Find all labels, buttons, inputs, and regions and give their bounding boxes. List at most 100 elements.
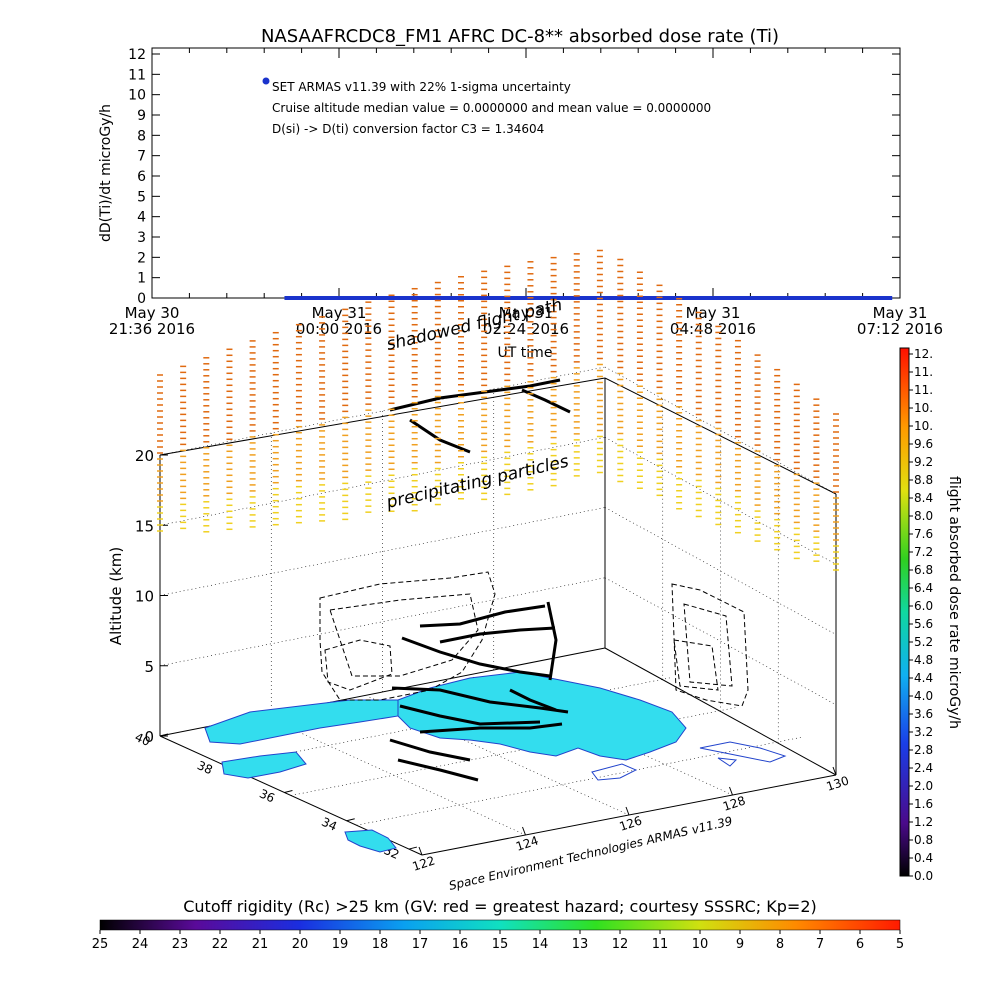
precipitating-particles-label: precipitating particles xyxy=(384,451,571,513)
dose-tick-label: 11. xyxy=(914,383,933,397)
dose-tick-label: 0.0 xyxy=(914,869,933,883)
rigidity-tick-label: 24 xyxy=(132,937,149,952)
y-tick-label: 11 xyxy=(128,67,146,83)
x-tick-label-date: May 31 xyxy=(686,304,741,322)
dose-tick-label: 1.6 xyxy=(914,797,933,811)
lon-tick xyxy=(418,846,423,856)
rigidity-tick-label: 14 xyxy=(532,937,549,952)
z-tick-label: 0 xyxy=(144,728,154,746)
y-tick-label: 12 xyxy=(128,47,146,63)
dose-tick-label: 6.4 xyxy=(914,581,933,595)
rigidity-tick-label: 8 xyxy=(776,937,784,952)
dose-tick-label: 2.8 xyxy=(914,743,933,757)
dose-tick-label: 6.8 xyxy=(914,563,933,577)
y-tick-label: 3 xyxy=(137,230,146,246)
legend-marker xyxy=(262,77,270,85)
rigidity-tick-label: 13 xyxy=(572,937,589,952)
x-tick-label-date: May 30 xyxy=(125,304,180,322)
y-tick-label: 5 xyxy=(137,189,146,205)
z-tick-label: 5 xyxy=(144,658,154,676)
annotation-conversion-factor: D(si) -> D(ti) conversion factor C3 = 1.… xyxy=(272,122,544,136)
dose-tick-label: 1.2 xyxy=(914,815,933,829)
dose-tick-label: 12. xyxy=(914,347,933,361)
rigidity-tick-label: 7 xyxy=(816,937,824,952)
rigidity-contours xyxy=(319,571,749,707)
lat-tick xyxy=(159,733,169,737)
dose-tick-label: 0.8 xyxy=(914,833,933,847)
dose-tick-label: 5.6 xyxy=(914,617,933,631)
x-tick-label-time: 02:24 2016 xyxy=(483,320,569,338)
dose-tick-label: 2.0 xyxy=(914,779,933,793)
y-tick-label: 9 xyxy=(137,108,146,124)
rigidity-colorbar-ticks: 25 24 23 22 21 20 19 18 17 16 15 14 13 12 11 10 9 8 7 6 5 xyxy=(92,930,904,952)
rigidity-tick-label: 18 xyxy=(372,937,389,952)
lon-tick-label: 124 xyxy=(514,833,540,853)
rigidity-tick-label: 9 xyxy=(736,937,744,952)
lat-tick xyxy=(408,846,418,850)
dose-colorbar-ticks: 12. 11. 11. 10. 10. 9.6 9.2 8.8 8.4 8.0 7.6 7.2 6.8 6… xyxy=(909,347,933,883)
y-tick-label: 2 xyxy=(137,250,146,266)
top-y-axis-label: dD(Ti)/dt microGy/h xyxy=(98,104,114,242)
rigidity-tick-label: 17 xyxy=(412,937,429,952)
dose-tick-label: 4.4 xyxy=(914,671,933,685)
grid-line xyxy=(604,577,837,706)
lat-tick xyxy=(346,818,355,822)
map-land xyxy=(204,671,787,853)
rigidity-tick-label: 25 xyxy=(92,937,109,952)
dose-tick-label: 3.6 xyxy=(914,707,933,721)
dose-tick-label: 8.4 xyxy=(914,491,933,505)
dose-tick-label: 3.2 xyxy=(914,725,933,739)
dose-tick-label: 9.6 xyxy=(914,437,933,451)
rigidity-tick-label: 21 xyxy=(252,937,269,952)
rigidity-tick-label: 16 xyxy=(452,937,469,952)
credit-label: Space Environment Technologies ARMAS v11… xyxy=(448,814,734,893)
y-tick-label: 6 xyxy=(137,169,146,185)
z-tick-label: 15 xyxy=(135,517,154,535)
x-tick-label-date: May 31 xyxy=(499,304,554,322)
dose-tick-label: 7.6 xyxy=(914,527,933,541)
annotation-set-armas: SET ARMAS v11.39 with 22% 1-sigma uncert… xyxy=(272,80,571,94)
top-x-axis-label: UT time xyxy=(498,345,553,361)
dose-tick-label: 9.2 xyxy=(914,455,933,469)
dose-tick-label: 2.4 xyxy=(914,761,933,775)
rigidity-tick-label: 22 xyxy=(212,937,229,952)
x-tick-label-time: 07:12 2016 xyxy=(857,320,943,338)
rigidity-tick-label: 11 xyxy=(652,937,669,952)
x-tick-label-date: May 31 xyxy=(312,304,367,322)
longitude-axis: 122 124 126 128 130 xyxy=(411,766,851,874)
dose-tick-label: 6.0 xyxy=(914,599,933,613)
y-tick-label: 10 xyxy=(128,88,146,104)
dose-tick-label: 8.8 xyxy=(914,473,933,487)
top-chart-title: NASAAFRCDC8_FM1 AFRC DC-8** absorbed dos… xyxy=(261,26,779,47)
altitude-axis: 0 5 10 15 20 xyxy=(135,447,168,746)
lon-tick-label: 126 xyxy=(618,813,644,833)
dose-tick-label: 10. xyxy=(914,401,933,415)
y-tick-label: 7 xyxy=(137,149,146,165)
altitude-axis-label: Altitude (km) xyxy=(107,547,125,645)
x-tick-label-time: 00:00 2016 xyxy=(296,320,382,338)
lat-tick-label: 34 xyxy=(319,815,339,834)
y-tick-label: 4 xyxy=(137,210,146,226)
dose-tick-label: 11. xyxy=(914,365,933,379)
z-tick-label: 10 xyxy=(135,588,154,606)
lon-tick-label: 128 xyxy=(721,793,747,813)
dose-tick-label: 10. xyxy=(914,419,933,433)
rigidity-tick-label: 6 xyxy=(856,937,864,952)
dose-tick-label: 4.0 xyxy=(914,689,933,703)
y-tick-label: 1 xyxy=(137,271,146,287)
rigidity-tick-label: 5 xyxy=(896,937,904,952)
z-tick-label: 20 xyxy=(135,447,154,465)
grid-line xyxy=(159,577,606,667)
lat-tick-label: 36 xyxy=(257,786,277,805)
dose-tick-label: 0.4 xyxy=(914,851,933,865)
3d-dotted-grid xyxy=(159,366,837,836)
lon-tick-label: 122 xyxy=(411,853,437,873)
lon-tick xyxy=(729,786,733,796)
x-tick-label-time: 21:36 2016 xyxy=(109,320,195,338)
rigidity-tick-label: 20 xyxy=(292,937,309,952)
lat-tick-label: 38 xyxy=(195,758,215,777)
precipitating-particles-markers xyxy=(157,249,839,571)
